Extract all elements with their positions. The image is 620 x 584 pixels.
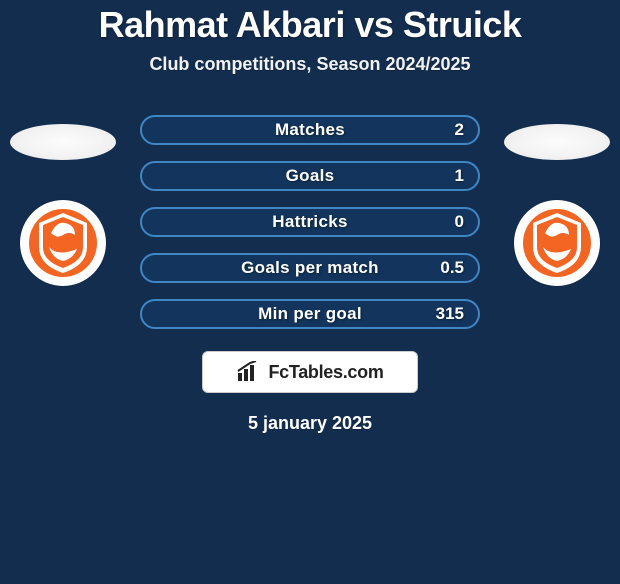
stat-value: 315 [436,304,464,324]
stat-label: Matches [275,120,345,140]
stat-row: Hattricks 0 [140,207,480,237]
stat-row: Matches 2 [140,115,480,145]
club-badge-left [20,200,106,286]
stat-row: Goals per match 0.5 [140,253,480,283]
stat-value: 1 [455,166,464,186]
player-right [502,124,612,286]
club-badge-right [514,200,600,286]
brand-badge: FcTables.com [202,351,418,393]
stat-value: 2 [455,120,464,140]
stat-value: 0 [455,212,464,232]
stat-row: Min per goal 315 [140,299,480,329]
bar-chart-icon [236,361,262,383]
stat-label: Goals [286,166,335,186]
player-photo-placeholder-left [10,124,116,160]
page-date: 5 january 2025 [0,413,620,434]
stat-label: Min per goal [258,304,362,324]
stat-value: 0.5 [440,258,464,278]
stat-label: Goals per match [241,258,379,278]
shield-icon [521,207,593,279]
page-title: Rahmat Akbari vs Struick [0,4,620,46]
player-photo-placeholder-right [504,124,610,160]
shield-icon [27,207,99,279]
player-left [8,124,118,286]
stat-row: Goals 1 [140,161,480,191]
page-subtitle: Club competitions, Season 2024/2025 [0,54,620,75]
stats-table: Matches 2 Goals 1 Hattricks 0 Goals per match 0… [140,115,480,329]
brand-label: FcTables.com [268,362,383,383]
stat-label: Hattricks [272,212,347,232]
